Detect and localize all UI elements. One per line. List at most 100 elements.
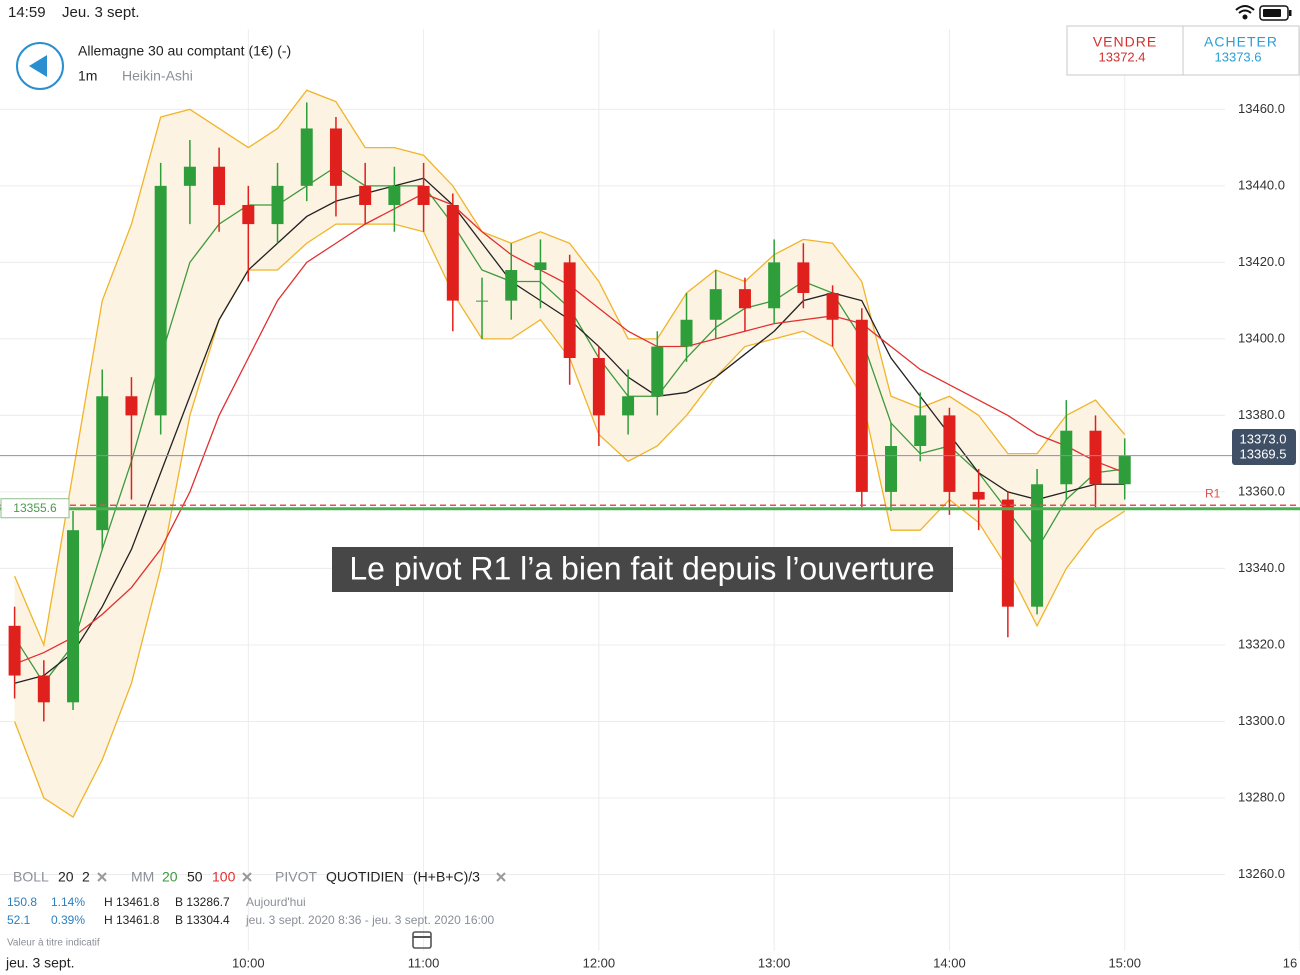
pivot-label[interactable]: PIVOT	[275, 869, 317, 885]
candle-body	[154, 185, 167, 416]
buy-button[interactable]: ACHETER 13373.6	[1204, 34, 1278, 65]
candle-body	[943, 415, 956, 492]
battery-icon	[1259, 5, 1292, 21]
candle-body	[885, 446, 898, 492]
sell-label[interactable]: VENDRE	[1093, 34, 1157, 50]
boll-deviation[interactable]: 2	[82, 869, 90, 885]
y-tick-label: 13280.0	[1238, 789, 1285, 804]
candle-body	[271, 185, 284, 225]
candle-body	[563, 262, 576, 359]
boll-label[interactable]: BOLL	[13, 869, 49, 885]
r1-label: R1	[1205, 486, 1221, 500]
candle-body	[213, 166, 226, 205]
stat: 52.1	[7, 913, 31, 927]
ma-legend[interactable]: 50	[187, 869, 203, 885]
sell-price[interactable]: 13372.4	[1099, 49, 1146, 64]
pivot-period[interactable]: QUOTIDIEN	[326, 869, 404, 885]
stat: H 13461.8	[104, 913, 160, 927]
x-tick-label: 15:00	[1108, 955, 1141, 970]
candle-body	[914, 415, 927, 447]
candle-body	[300, 128, 313, 186]
buy-label[interactable]: ACHETER	[1204, 34, 1278, 50]
band-layer	[14, 90, 1125, 818]
stat: 0.39%	[51, 913, 85, 927]
y-tick-label: 13440.0	[1238, 177, 1285, 192]
x-tick-label: 16	[1283, 955, 1297, 970]
status-time: 14:59	[8, 4, 46, 21]
pivot-tag: 13355.6	[13, 501, 57, 515]
stat: jeu. 3 sept. 2020 8:36 - jeu. 3 sept. 20…	[245, 913, 495, 927]
candle-body	[738, 289, 751, 309]
price-tag-box	[1232, 429, 1296, 465]
candle-body	[768, 262, 781, 309]
calendar-icon[interactable]	[412, 931, 432, 949]
caption-background	[332, 547, 953, 592]
candle-body	[1118, 455, 1131, 485]
price-tag: 13369.5	[1240, 446, 1287, 461]
candle-body	[125, 396, 138, 416]
wifi-icon	[1235, 5, 1255, 20]
label-layer: 13260.0 13280.0 13300.0 13320.0 13340.0 13360…	[232, 101, 1297, 971]
stat: 1.14%	[51, 895, 85, 909]
candle-body	[797, 262, 810, 293]
candle-body	[388, 185, 401, 205]
candle-body	[680, 319, 693, 347]
x-tick-label: 11:00	[408, 955, 440, 970]
candle-body	[417, 185, 430, 205]
candle-body	[67, 530, 80, 703]
remove-ma[interactable]	[242, 872, 252, 882]
pivot-tag-box	[0, 498, 70, 519]
x-tick-label: 10:00	[232, 955, 265, 970]
boll-period[interactable]: 20	[58, 869, 74, 885]
disclaimer: Valeur à titre indicatif	[7, 938, 100, 949]
candle-body	[505, 270, 518, 301]
timeframe[interactable]: 1m	[78, 68, 97, 84]
candle-body	[8, 625, 21, 676]
chart-style[interactable]: Heikin-Ashi	[122, 68, 193, 84]
candle-body	[1089, 430, 1102, 485]
candle-layer	[8, 102, 1131, 722]
stat: B 13286.7	[175, 895, 230, 909]
candle-body	[972, 491, 985, 500]
candle-body	[1031, 484, 1044, 607]
candle-body	[709, 289, 722, 320]
sell-button[interactable]: VENDRE 13372.4	[1093, 34, 1157, 65]
y-tick-label: 13400.0	[1238, 330, 1285, 345]
y-tick-label: 13380.0	[1238, 407, 1285, 422]
ma-legend[interactable]: 100	[212, 869, 236, 885]
remove-pivot[interactable]	[496, 872, 506, 882]
y-tick-label: 13300.0	[1238, 713, 1285, 728]
ma-label[interactable]: MM	[131, 869, 154, 885]
caption: Le pivot R1 l’a bien fait depuis l’ouver…	[349, 550, 934, 586]
candle-body	[446, 204, 459, 301]
candle-body	[651, 346, 664, 397]
candle-body	[476, 300, 489, 302]
candle-body	[183, 166, 196, 186]
pivot-formula[interactable]: (H+B+C)/3	[413, 869, 480, 885]
current-date: jeu. 3 sept.	[5, 955, 75, 971]
y-tick-label: 13360.0	[1238, 483, 1285, 498]
instrument-title[interactable]: Allemagne 30 au comptant (1€) (-)	[78, 43, 291, 59]
candle-body	[826, 292, 839, 320]
status-date: Jeu. 3 sept.	[62, 4, 140, 21]
candle-body	[359, 185, 372, 205]
back-button[interactable]	[16, 42, 64, 90]
quote-box	[1066, 25, 1300, 76]
candle-body	[329, 128, 342, 186]
bollinger-fill	[14, 90, 1125, 818]
candle-body	[1060, 430, 1073, 485]
stat: B 13304.4	[175, 913, 230, 927]
remove-boll[interactable]	[97, 872, 107, 882]
price-tag: 13373.0	[1240, 431, 1287, 446]
y-tick-label: 13340.0	[1238, 560, 1285, 575]
stat: 150.8	[7, 895, 37, 909]
buy-price[interactable]: 13373.6	[1215, 49, 1262, 64]
candle-body	[242, 204, 255, 225]
stat: H 13461.8	[104, 895, 160, 909]
candle-body	[622, 396, 635, 416]
stat: Aujourd'hui	[246, 895, 306, 909]
ma-legend[interactable]: 20	[162, 869, 178, 885]
candle-body	[592, 358, 605, 416]
x-tick-label: 12:00	[583, 955, 616, 970]
